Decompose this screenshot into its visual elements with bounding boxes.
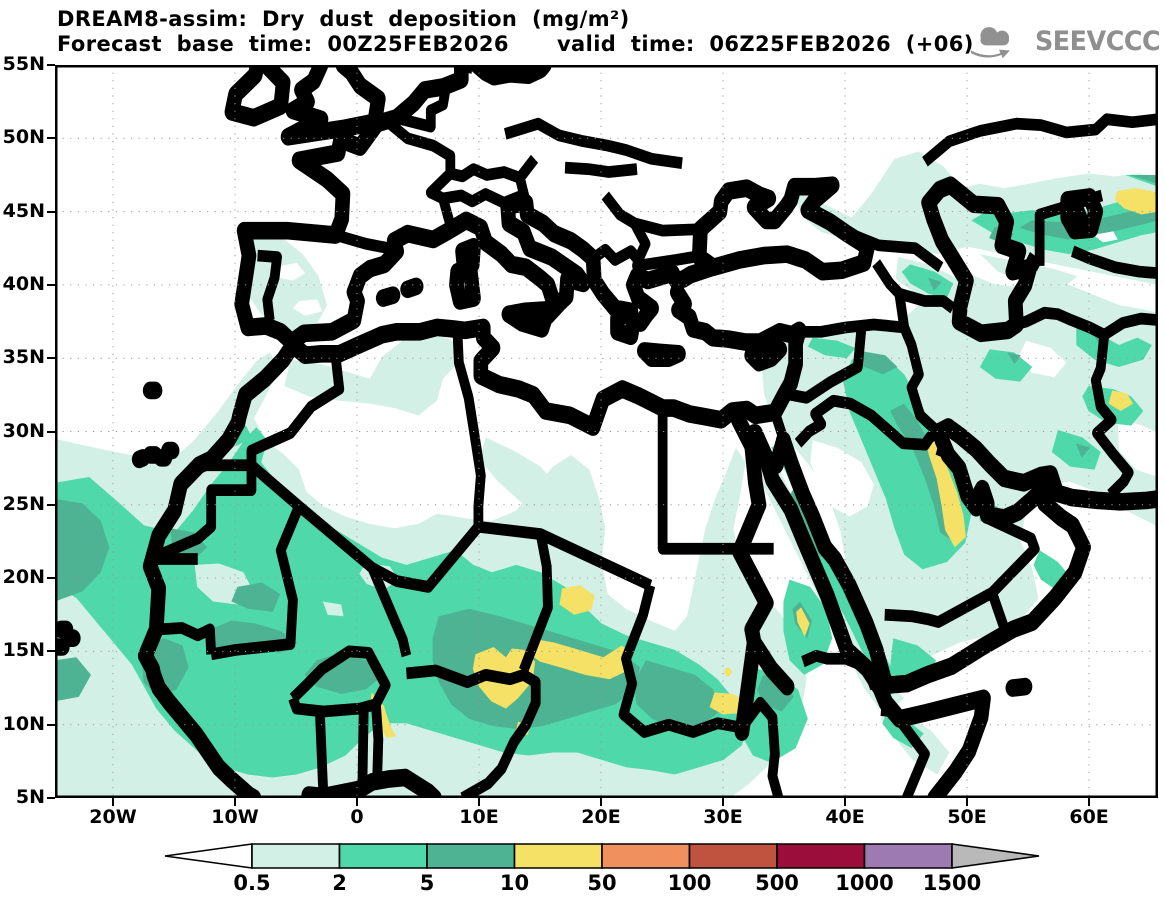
dust-layer-level4 [370, 188, 1158, 738]
lat-tick [47, 430, 55, 433]
lat-label: 25N [2, 492, 45, 515]
lon-label: 20W [89, 806, 137, 828]
lat-tick [47, 503, 55, 506]
colorbar-segment [513, 843, 603, 869]
colorbar-above-arrow [951, 843, 1040, 869]
lon-tick [111, 798, 114, 806]
colorbar-value: 2 [332, 871, 347, 895]
colorbar-segment [688, 843, 778, 869]
lon-label: 30E [703, 806, 743, 828]
cloud-arrow-icon [970, 27, 1010, 59]
lon-label: 10W [211, 806, 259, 828]
lat-label: 50N [2, 126, 45, 149]
lat-tick [47, 283, 55, 286]
lon-label: 60E [1069, 806, 1109, 828]
lat-tick [47, 723, 55, 726]
lon-label: 0 [350, 806, 364, 828]
colorbar-segment [863, 843, 953, 869]
colorbar-value: 1000 [835, 871, 894, 895]
colorbar-scale [164, 843, 1040, 869]
lon-tick [477, 798, 480, 806]
lon-tick [600, 798, 602, 806]
coastlines [55, 65, 1158, 798]
lat-label: 55N [2, 53, 45, 75]
lon-label: 20E [581, 806, 621, 828]
colorbar-value: 500 [755, 871, 799, 895]
lat-label: 5N [15, 786, 45, 808]
map-title: DREAM8-assim: Dry dust deposition (mg/m²… [57, 7, 630, 31]
grid-overlay [55, 65, 1158, 798]
lat-tick [47, 64, 55, 66]
colorbar-value: 10 [499, 871, 530, 895]
lon-tick [1088, 798, 1091, 806]
lat-label: 30N [2, 419, 45, 442]
lon-label: 10E [459, 806, 499, 828]
colorbar-segment [251, 843, 341, 869]
colorbar-value: 50 [587, 871, 617, 895]
colorbar-below-arrow [164, 843, 253, 869]
colorbar-value: 1500 [922, 871, 982, 895]
lat-label: 35N [2, 346, 45, 369]
country-borders [145, 65, 1158, 798]
lat-label: 15N [2, 639, 45, 662]
seevccc-logo: SEEVCCC [970, 22, 1160, 60]
colorbar-value: 0.5 [233, 871, 271, 895]
lon-tick [722, 798, 725, 806]
lat-tick [47, 797, 55, 799]
lat-label: 20N [2, 566, 45, 589]
colorbar-value: 100 [667, 871, 712, 895]
colorbar-value: 5 [419, 871, 435, 895]
lat-tick [47, 210, 55, 213]
map-canvas [55, 65, 1158, 798]
dust-deposition-map [55, 65, 1158, 798]
lat-label: 45N [2, 199, 45, 222]
forecast-base-time: Forecast base time: 00Z25FEB2026 [57, 32, 509, 56]
lon-tick [233, 798, 236, 806]
lon-label: 50E [947, 806, 987, 828]
logo-text: SEEVCCC [1034, 25, 1161, 57]
colorbar-segment [776, 843, 866, 869]
colorbar-segment [338, 843, 428, 869]
lat-tick [47, 137, 55, 140]
dust-layer-holes [278, 262, 1158, 517]
lat-tick [47, 650, 55, 653]
lon-tick [844, 798, 847, 806]
lat-tick [47, 577, 55, 580]
lat-label: 40N [2, 272, 45, 295]
lon-tick [355, 798, 358, 806]
lat-tick [47, 357, 55, 360]
valid-time: valid time: 06Z25FEB2026 (+06) [556, 32, 974, 56]
map-subtitle: Forecast base time: 00Z25FEB2026 valid ti… [57, 32, 974, 56]
lon-label: 40E [825, 806, 865, 828]
lat-label: 10N [2, 712, 45, 735]
colorbar-segment [426, 843, 516, 869]
colorbar-segment [601, 843, 691, 869]
lon-tick [966, 798, 969, 806]
